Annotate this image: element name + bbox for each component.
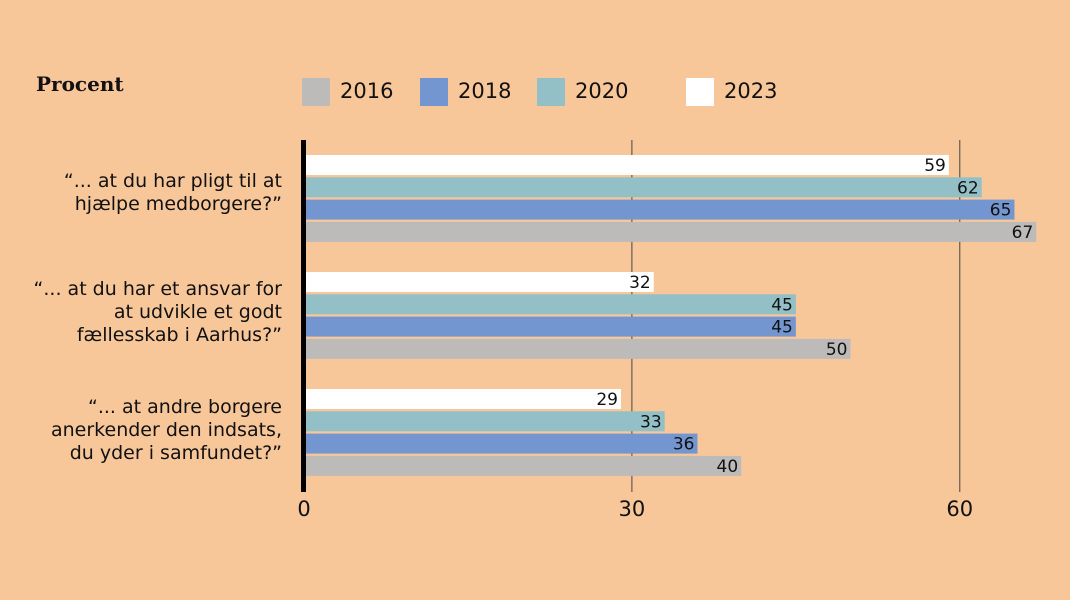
x-tick-label-30: 30 bbox=[619, 497, 646, 521]
bar-2016-cat-3 bbox=[304, 455, 742, 476]
category-label-2-line-3: fællesskab i Aarhus?” bbox=[76, 324, 282, 346]
unit-label: Procent bbox=[36, 72, 124, 96]
bar-2020-cat-3 bbox=[304, 411, 665, 432]
category-label-2-line-1: “... at du har et ansvar for bbox=[33, 278, 282, 300]
data-label-2023-cat-2: 32 bbox=[629, 273, 651, 293]
category-label-1: “... at du har pligt til at hjælpe medbo… bbox=[0, 170, 282, 216]
data-label-2020-cat-2: 45 bbox=[771, 295, 793, 315]
data-label-2023-cat-1: 59 bbox=[924, 156, 946, 176]
legend-swatch-2018 bbox=[420, 78, 448, 106]
bar-2018-cat-3 bbox=[304, 433, 698, 454]
legend-label-2018: 2018 bbox=[458, 79, 512, 103]
data-label-2018-cat-2: 45 bbox=[771, 318, 793, 338]
legend-swatch-2023 bbox=[686, 78, 714, 106]
bar-2020-cat-1 bbox=[304, 177, 982, 198]
bar-2016-cat-2 bbox=[304, 338, 851, 359]
data-label-2018-cat-1: 65 bbox=[990, 201, 1012, 221]
category-label-2-line-2: at udvikle et godt bbox=[113, 301, 282, 323]
category-label-3-line-3: du yder i samfundet?” bbox=[69, 442, 282, 464]
category-label-3: “... at andre borgere anerkender den ind… bbox=[0, 396, 282, 465]
category-label-3-line-1: “... at andre borgere bbox=[88, 396, 282, 418]
legend-label-2016: 2016 bbox=[340, 79, 394, 103]
bar-2023-cat-2 bbox=[304, 272, 654, 292]
data-label-2023-cat-3: 29 bbox=[596, 390, 618, 410]
bar-2018-cat-2 bbox=[304, 316, 796, 337]
bar-2018-cat-1 bbox=[304, 199, 1015, 220]
legend-swatch-2020 bbox=[537, 78, 565, 106]
zero-axis-line bbox=[301, 140, 306, 492]
legend-swatch-2016 bbox=[302, 78, 330, 106]
bar-2020-cat-2 bbox=[304, 294, 796, 315]
x-tick-label-0: 0 bbox=[297, 497, 310, 521]
legend-label-2023: 2023 bbox=[724, 79, 778, 103]
data-label-2016-cat-2: 50 bbox=[826, 340, 848, 360]
data-label-2016-cat-3: 40 bbox=[717, 457, 739, 477]
data-label-2020-cat-1: 62 bbox=[957, 178, 979, 198]
legend-label-2020: 2020 bbox=[575, 79, 629, 103]
category-label-3-line-2: anerkender den indsats, bbox=[51, 419, 282, 441]
category-label-1-line-1: “... at du har pligt til at bbox=[63, 170, 282, 192]
bar-2023-cat-3 bbox=[304, 389, 621, 409]
bar-2023-cat-1 bbox=[304, 155, 949, 175]
data-label-2018-cat-3: 36 bbox=[673, 435, 695, 455]
category-label-1-line-2: hjælpe medborgere?” bbox=[74, 193, 282, 215]
category-label-2: “... at du har et ansvar for at udvikle … bbox=[0, 278, 282, 347]
x-tick-label-60: 60 bbox=[946, 497, 973, 521]
data-label-2020-cat-3: 33 bbox=[640, 412, 662, 432]
bar-2016-cat-1 bbox=[304, 221, 1037, 242]
data-label-2016-cat-1: 67 bbox=[1012, 223, 1034, 243]
